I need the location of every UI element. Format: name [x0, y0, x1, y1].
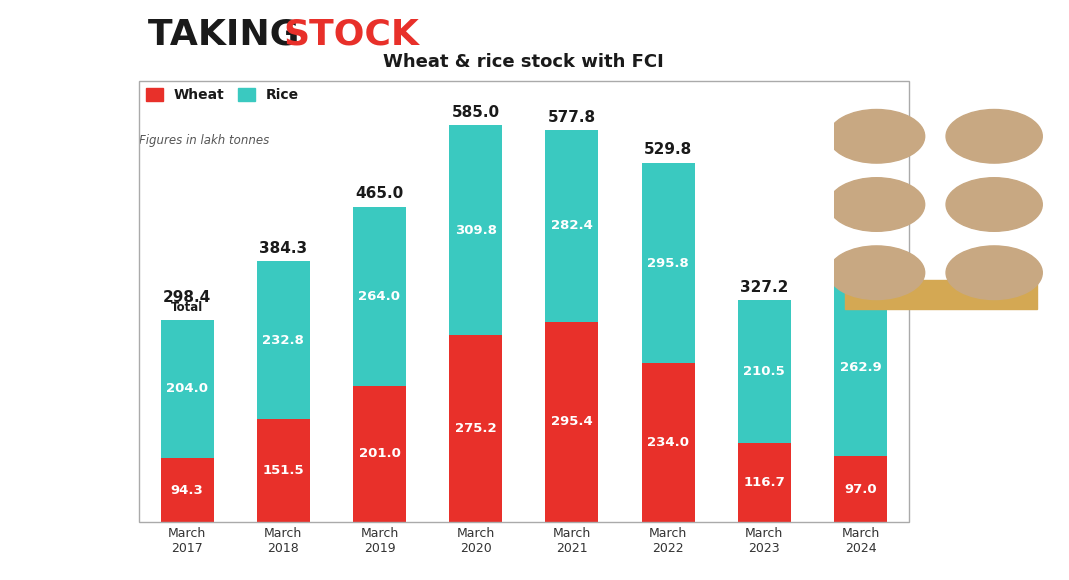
- Text: 384.3: 384.3: [259, 241, 308, 256]
- Ellipse shape: [828, 246, 925, 299]
- Text: Figures in lakh tonnes: Figures in lakh tonnes: [139, 134, 269, 147]
- Text: 465.0: 465.0: [355, 186, 404, 201]
- Text: 94.3: 94.3: [171, 484, 203, 496]
- Bar: [449, 335, 502, 522]
- Text: 359.9: 359.9: [836, 258, 885, 273]
- Text: 295.4: 295.4: [551, 415, 593, 429]
- Text: 327.2: 327.2: [740, 280, 789, 295]
- Title: Wheat & rice stock with FCI: Wheat & rice stock with FCI: [384, 53, 664, 71]
- Text: Total: Total: [171, 301, 203, 314]
- Bar: [257, 419, 310, 522]
- Bar: [545, 322, 599, 522]
- Bar: [160, 320, 214, 458]
- Ellipse shape: [828, 110, 925, 163]
- Text: 298.4: 298.4: [162, 290, 212, 304]
- Text: 116.7: 116.7: [743, 476, 786, 489]
- Text: 151.5: 151.5: [263, 464, 304, 477]
- Text: 201.0: 201.0: [358, 447, 401, 461]
- Text: 262.9: 262.9: [839, 361, 882, 374]
- Text: 309.8: 309.8: [454, 224, 497, 237]
- FancyBboxPatch shape: [845, 280, 1037, 309]
- Text: 264.0: 264.0: [358, 289, 401, 303]
- Text: 97.0: 97.0: [845, 483, 877, 495]
- Text: 210.5: 210.5: [743, 365, 786, 378]
- Bar: [834, 456, 887, 522]
- Ellipse shape: [946, 246, 1042, 299]
- Bar: [738, 443, 791, 522]
- Text: 295.8: 295.8: [647, 256, 690, 270]
- Text: 577.8: 577.8: [547, 110, 597, 125]
- Text: TAKING: TAKING: [149, 18, 312, 52]
- Bar: [738, 300, 791, 443]
- Bar: [545, 130, 599, 322]
- Text: 275.2: 275.2: [455, 422, 496, 435]
- Ellipse shape: [946, 110, 1042, 163]
- Text: 232.8: 232.8: [262, 334, 305, 347]
- Legend: Wheat, Rice: Wheat, Rice: [145, 88, 299, 102]
- Bar: [257, 262, 310, 419]
- Bar: [449, 125, 502, 335]
- Bar: [160, 458, 214, 522]
- Text: 282.4: 282.4: [551, 219, 593, 233]
- Text: STOCK: STOCK: [283, 18, 419, 52]
- Bar: [641, 163, 695, 363]
- Bar: [353, 386, 406, 522]
- Text: 234.0: 234.0: [647, 436, 690, 449]
- Text: 585.0: 585.0: [451, 105, 500, 120]
- Text: 529.8: 529.8: [644, 142, 693, 157]
- Bar: [834, 278, 887, 456]
- Ellipse shape: [828, 177, 925, 231]
- Text: 204.0: 204.0: [166, 382, 208, 396]
- Bar: [641, 363, 695, 522]
- Ellipse shape: [946, 177, 1042, 231]
- Bar: [353, 206, 406, 386]
